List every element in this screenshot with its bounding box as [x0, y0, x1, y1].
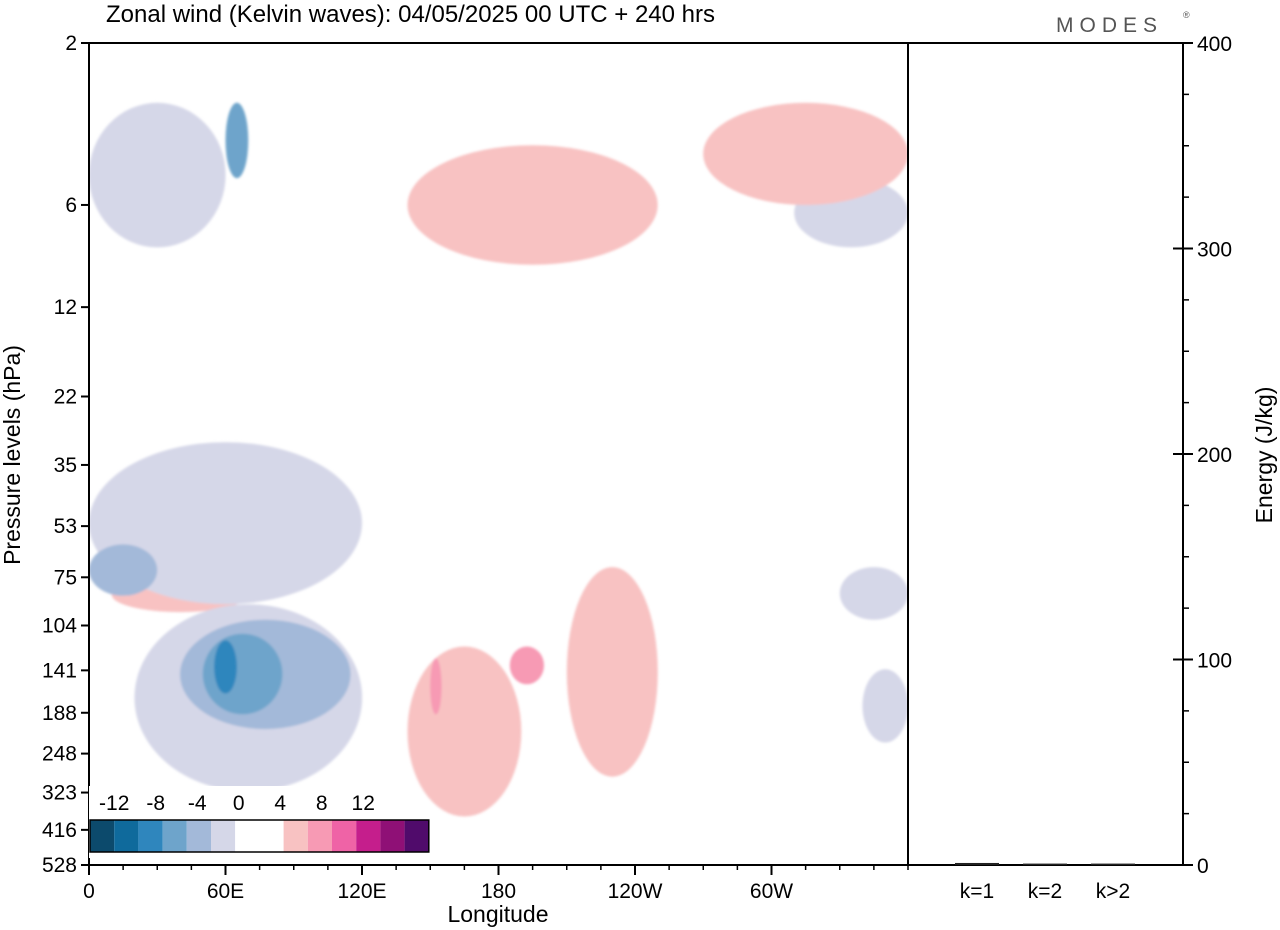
- colorbar-label: -4: [188, 792, 207, 815]
- energy-axis-label: Energy (J/kg): [1251, 387, 1277, 524]
- pressure-tick-label: 12: [54, 296, 77, 319]
- colorbar-swatch: [332, 820, 357, 852]
- brand-mark: ®: [1183, 10, 1190, 20]
- wind-anomaly-neg-18: [839, 567, 908, 620]
- wind-anomaly-neg-12: [89, 442, 362, 605]
- colorbar-labels: -12 -8 -4 0 4 8 12: [99, 792, 375, 815]
- colorbar-legend: -12 -8 -4 0 4 8 12: [89, 786, 430, 858]
- longitude-axis: 0 60E 120E 180 120W 60W: [83, 865, 909, 903]
- colorbar-swatch: [211, 820, 236, 852]
- colorbar-swatch: [162, 820, 187, 852]
- wavenumber-label: k>2: [1096, 880, 1130, 903]
- wind-anomaly-neg-14: [89, 102, 226, 248]
- colorbar-swatch: [186, 820, 211, 852]
- longitude-tick-label: 60E: [207, 880, 244, 903]
- energy-axis: 0 100 200 300 400: [1173, 33, 1232, 878]
- colorbar-swatch: [90, 820, 115, 852]
- pressure-tick-label: 6: [65, 194, 77, 217]
- energy-tick-label: 100: [1197, 650, 1232, 673]
- colorbar-label: 12: [352, 792, 375, 815]
- pressure-axis: 2 6 12 22 35 53 75 104 141 188 248 323 416 528: [42, 32, 89, 877]
- pressure-tick-label: 2: [65, 32, 77, 55]
- pressure-tick-label: 188: [42, 702, 77, 725]
- energy-bar: [1023, 863, 1067, 866]
- pressure-tick-label: 75: [54, 566, 77, 589]
- colorbar-label: 4: [274, 792, 286, 815]
- longitude-tick-label: 180: [481, 880, 516, 903]
- pressure-tick-label: 528: [42, 854, 77, 877]
- pressure-tick-label: 323: [42, 782, 77, 805]
- energy-bar: [955, 862, 999, 865]
- wind-anomaly-pos-6: [430, 658, 442, 715]
- colorbar-swatch: [235, 820, 260, 852]
- longitude-tick-label: 60W: [750, 880, 793, 903]
- colorbar-swatch: [283, 820, 308, 852]
- colorbar-swatch: [307, 820, 332, 852]
- colorbar-swatch: [259, 820, 284, 852]
- energy-bars: [955, 862, 1135, 866]
- pressure-tick-label: 248: [42, 743, 77, 766]
- pressure-tick-label: 53: [54, 515, 77, 538]
- wind-anomaly-neg-19: [862, 669, 908, 743]
- pressure-tick-label: 416: [42, 819, 77, 842]
- colorbar-swatch: [404, 820, 429, 852]
- wind-anomaly-neg-15: [225, 102, 249, 179]
- pressure-tick-label: 141: [42, 659, 77, 682]
- colorbar-label: -8: [146, 792, 165, 815]
- wind-anomaly-pos-3: [566, 567, 658, 777]
- wavenumber-axis: k=1 k=2 k>2: [960, 880, 1130, 903]
- wind-anomaly-neg-11: [214, 640, 237, 694]
- wind-anomaly-neg-13: [89, 544, 158, 596]
- wavenumber-label: k=1: [960, 880, 994, 903]
- colorbar-label: 8: [316, 792, 328, 815]
- colorbar-label: 0: [233, 792, 245, 815]
- wind-anomaly-pos-17: [703, 102, 908, 205]
- longitude-tick-label: 0: [83, 880, 95, 903]
- pressure-axis-label: Pressure levels (hPa): [0, 345, 25, 565]
- longitude-tick-label: 120W: [608, 880, 663, 903]
- wind-anomaly-pos-5: [509, 646, 544, 685]
- energy-tick-label: 0: [1197, 855, 1209, 878]
- heatmap-plot-area: [89, 102, 908, 817]
- colorbar-swatches: [89, 819, 430, 853]
- energy-tick-label: 400: [1197, 33, 1232, 56]
- colorbar-swatch: [356, 820, 381, 852]
- pressure-tick-label: 22: [54, 385, 77, 408]
- wavenumber-label: k=2: [1028, 880, 1062, 903]
- colorbar-swatch: [380, 820, 405, 852]
- wind-anomaly-pos-4: [407, 646, 522, 817]
- colorbar-swatch: [138, 820, 163, 852]
- chart-title: Zonal wind (Kelvin waves): 04/05/2025 00…: [106, 1, 715, 28]
- colorbar-label: -12: [99, 792, 129, 815]
- pressure-tick-label: 35: [54, 454, 77, 477]
- longitude-axis-label: Longitude: [447, 901, 548, 927]
- heatmap-contours: [89, 102, 908, 817]
- colorbar-border: [89, 819, 430, 853]
- pressure-tick-label: 104: [42, 614, 77, 637]
- energy-tick-label: 300: [1197, 239, 1232, 262]
- colorbar-swatch: [114, 820, 139, 852]
- longitude-tick-label: 120E: [337, 880, 386, 903]
- energy-frame: [907, 42, 1184, 866]
- energy-bar: [1091, 863, 1135, 866]
- brand-name: MODES: [1056, 14, 1163, 37]
- wind-anomaly-pos-2: [407, 145, 658, 265]
- energy-tick-label: 200: [1197, 444, 1232, 467]
- brand-logo: MODES ®: [1056, 10, 1190, 37]
